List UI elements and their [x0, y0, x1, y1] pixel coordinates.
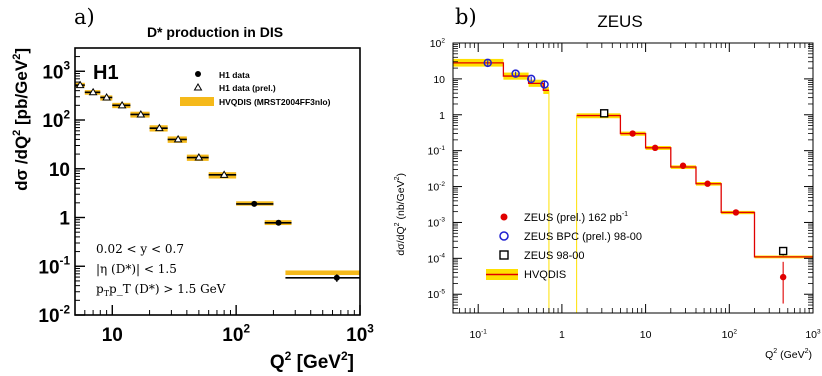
data-point-filled-circle: [732, 209, 740, 216]
plot-frame-b: [452, 42, 814, 314]
y-tick-label: 10: [433, 74, 445, 86]
data-point-triangle: [155, 123, 164, 132]
x-tick-label: 102: [222, 322, 250, 346]
plot-frame-a: [74, 47, 361, 316]
y-tick-label: 102: [42, 108, 70, 132]
x-tick-label: 1: [559, 329, 565, 341]
y-tick-label: 1: [59, 209, 70, 230]
legend-marker-hvqdis-a: [180, 97, 214, 106]
legend-marker-h1-prel: [193, 83, 203, 91]
data-point-triangle: [102, 92, 111, 101]
data-point-triangle: [88, 87, 98, 96]
y-axis-label-a: dσ /dQ2 [pb/GeV2]: [11, 48, 31, 191]
data-point-triangle: [75, 80, 85, 89]
panel-a-title: D* production in DIS: [147, 24, 283, 40]
y-tick-label: 10-2: [428, 181, 446, 194]
panel-a: a) D* production in DIS 10 102 103 10-2 10-1…: [11, 5, 374, 373]
data-point-triangle: [194, 153, 204, 161]
y-tick-label: 10-2: [38, 303, 70, 327]
data-point-filled-circle: [651, 144, 659, 152]
data-point-filled-circle: [679, 162, 687, 169]
cut-eta: |η (D*)| < 1.5: [96, 262, 177, 276]
data-point-open-circle: [540, 80, 549, 89]
x-tick-label: 102: [722, 328, 738, 341]
theory-band: [285, 270, 360, 276]
data-point-triangle: [136, 109, 146, 118]
x-axis-label-a: Q2 [GeV2]: [270, 349, 354, 373]
cut-y: 0.02 < y < 0.7: [96, 242, 184, 256]
y-tick-label: 10: [49, 160, 70, 181]
data-point-filled-circle: [704, 180, 711, 187]
data-point-circle: [333, 274, 340, 281]
panel-a-label: a): [74, 5, 95, 29]
x-tick-label: 10: [640, 329, 652, 341]
panel-b: b) ZEUS 10-1 1 10 102 10310-510-410-310-210-…: [394, 5, 821, 361]
legend-marker-zeus-prel: [500, 213, 508, 221]
data-point-open-square: [778, 246, 788, 256]
axes-b: 10-1 1 10 102 103 10-5 10-4 10-3 10-2 10-1 1 10 102: [428, 37, 822, 341]
legend-marker-zeus98: [499, 250, 509, 260]
theory-step-line: [453, 62, 549, 91]
legend-label-hvqdis-a: HVQDIS (MRST2004FF3nlo): [219, 97, 331, 107]
x-tick-label: 10-1: [469, 328, 487, 341]
data-points-b: [483, 58, 788, 304]
legend-a: H1 data H1 data (prel.) HVQDIS (MRST2004…: [180, 70, 331, 107]
y-tick-label: 1: [439, 110, 445, 122]
experiment-label: H1: [93, 62, 119, 84]
legend-label-h1: H1 data: [219, 70, 250, 80]
data-point-circle: [275, 219, 282, 226]
y-tick-label: 102: [430, 37, 446, 50]
data-points-a: [75, 80, 360, 282]
y-tick-label: 10-3: [428, 217, 446, 230]
legend-marker-h1: [195, 71, 201, 77]
data-point-circle: [251, 200, 258, 207]
legend-b: ZEUS (prel.) 162 pb-1 ZEUS BPC (prel.) 9…: [486, 211, 642, 281]
data-point-filled-circle: [779, 273, 787, 281]
y-tick-label: 10-1: [428, 145, 446, 158]
legend-marker-bpc: [499, 231, 509, 241]
axes-a: 10 102 103 10-2 10-1 1 10 102 103: [38, 56, 374, 346]
x-tick-label: 103: [805, 328, 821, 341]
y-axis-label-b: dσ/dQ2 (nb/GeV2): [394, 173, 407, 256]
panel-b-title: ZEUS: [597, 12, 642, 31]
legend-label-zeus-prel: ZEUS (prel.) 162 pb-1: [524, 211, 628, 224]
y-tick-label: 10-4: [428, 253, 446, 266]
cuts-box: 0.02 < y < 0.7 |η (D*)| < 1.5 pTp_T (D*)…: [96, 242, 226, 298]
legend-label-bpc: ZEUS BPC (prel.) 98-00: [524, 231, 642, 243]
x-axis-label-b: Q2 (GeV2): [765, 348, 812, 361]
data-point-triangle: [219, 170, 229, 178]
x-tick-label: 103: [346, 322, 374, 346]
data-point-open-square: [599, 109, 609, 118]
data-point-open-circle: [526, 74, 536, 84]
x-tick-label: 10: [102, 325, 123, 346]
data-point-filled-circle: [629, 130, 636, 137]
data-point-open-circle: [483, 58, 492, 68]
y-tick-label: 10-1: [38, 255, 70, 279]
y-tick-label: 103: [42, 60, 70, 84]
data-point-triangle: [173, 134, 183, 143]
data-point-triangle: [117, 100, 127, 109]
panel-b-label: b): [455, 5, 477, 29]
legend-label-h1-prel: H1 data (prel.): [219, 83, 276, 93]
cut-pt: pTp_T (D*) > 1.5 GeV: [96, 282, 226, 298]
legend-label-zeus98: ZEUS 98-00: [524, 250, 585, 262]
y-tick-label: 10-5: [428, 289, 446, 302]
data-point-open-circle: [511, 69, 520, 78]
legend-label-hvqdis-b: HVQDIS: [524, 269, 566, 281]
